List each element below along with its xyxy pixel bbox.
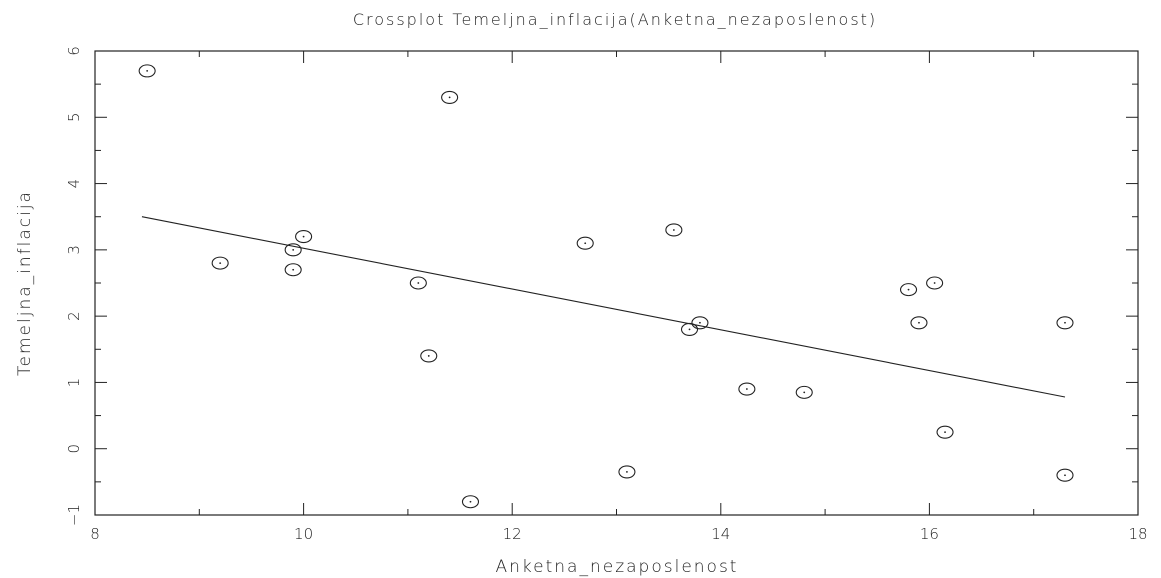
scatter-point xyxy=(691,316,709,330)
point-center-dot xyxy=(219,262,222,265)
point-center-dot xyxy=(745,388,748,390)
point-center-dot xyxy=(469,500,472,503)
point-marker xyxy=(936,425,954,439)
scatter-point xyxy=(576,236,594,250)
point-marker xyxy=(795,385,813,399)
y-tick-label: −1 xyxy=(65,504,83,526)
scatter-point xyxy=(420,349,438,363)
point-center-dot xyxy=(146,69,149,72)
point-marker xyxy=(910,316,928,330)
x-tick-label: 16 xyxy=(920,525,939,543)
scatter-point xyxy=(738,382,756,396)
scatter-point xyxy=(936,425,954,439)
point-center-dot xyxy=(302,235,305,238)
point-marker xyxy=(899,283,918,297)
point-center-dot xyxy=(292,248,295,251)
y-tick-label: 0 xyxy=(65,444,83,454)
point-center-dot xyxy=(672,229,675,231)
fit-layer xyxy=(141,216,1066,398)
point-center-dot xyxy=(448,96,451,99)
scatter-point xyxy=(284,263,302,277)
point-center-dot xyxy=(688,328,691,331)
point-marker xyxy=(211,256,229,270)
point-center-dot xyxy=(1064,321,1066,324)
point-marker xyxy=(441,90,459,104)
scatter-point xyxy=(795,385,813,399)
regression-line xyxy=(141,216,1066,398)
point-center-dot xyxy=(584,242,587,245)
scatter-point xyxy=(665,223,683,237)
scatter-point xyxy=(899,283,918,297)
x-tick-label: 8 xyxy=(90,525,100,543)
point-center-dot xyxy=(427,355,430,357)
scatter-point xyxy=(211,256,229,270)
x-tick-label: 12 xyxy=(503,525,522,543)
point-center-dot xyxy=(699,321,701,324)
point-marker xyxy=(420,349,438,363)
scatter-point xyxy=(409,276,427,290)
plot-frame xyxy=(94,50,1139,516)
x-tick-label: 10 xyxy=(294,525,313,543)
point-center-dot xyxy=(417,282,420,284)
point-marker xyxy=(295,230,313,244)
scatter-point xyxy=(461,495,480,509)
point-center-dot xyxy=(803,391,806,394)
point-center-dot xyxy=(1064,474,1066,477)
y-tick-label: 2 xyxy=(65,311,83,321)
point-marker xyxy=(284,243,302,257)
y-axis-label: Temeljna_inflacija xyxy=(15,190,35,376)
point-center-dot xyxy=(626,471,628,473)
point-center-dot xyxy=(292,268,295,271)
point-center-dot xyxy=(944,431,946,434)
point-marker xyxy=(618,465,636,479)
scatter-point xyxy=(680,322,699,336)
x-axis-label: Anketna_nezaposlenost xyxy=(496,557,739,577)
point-marker xyxy=(738,382,756,396)
point-marker xyxy=(926,276,944,290)
point-center-dot xyxy=(933,282,936,284)
point-center-dot xyxy=(918,321,920,324)
point-marker xyxy=(691,316,709,330)
point-marker xyxy=(1056,316,1074,330)
y-tick-label: 4 xyxy=(65,179,83,189)
point-marker xyxy=(461,495,480,509)
y-tick-label: 1 xyxy=(65,378,83,388)
x-tick-label: 18 xyxy=(1128,525,1147,543)
scatter-point xyxy=(295,230,313,244)
point-marker xyxy=(665,223,683,237)
scatter-point xyxy=(1056,316,1074,330)
chart-title: Crossplot Temeljna_inflacija(Anketna_nez… xyxy=(353,10,877,29)
y-tick-label: 5 xyxy=(65,113,83,123)
scatter-point xyxy=(1056,468,1074,482)
y-tick-label: 3 xyxy=(65,245,83,255)
points-layer xyxy=(138,64,1074,509)
x-tick-label: 14 xyxy=(711,525,730,543)
y-tick-label: 6 xyxy=(65,46,83,56)
point-marker xyxy=(138,64,156,78)
scatter-point xyxy=(618,465,636,479)
scatter-point xyxy=(138,64,156,78)
scatter-point xyxy=(910,316,928,330)
point-center-dot xyxy=(907,288,910,291)
point-marker xyxy=(576,236,594,250)
scatter-point xyxy=(441,90,459,104)
scatter-point xyxy=(926,276,944,290)
scatter-point xyxy=(284,243,302,257)
point-marker xyxy=(1056,468,1074,482)
point-marker xyxy=(680,322,699,336)
point-marker xyxy=(409,276,427,290)
point-marker xyxy=(284,263,302,277)
